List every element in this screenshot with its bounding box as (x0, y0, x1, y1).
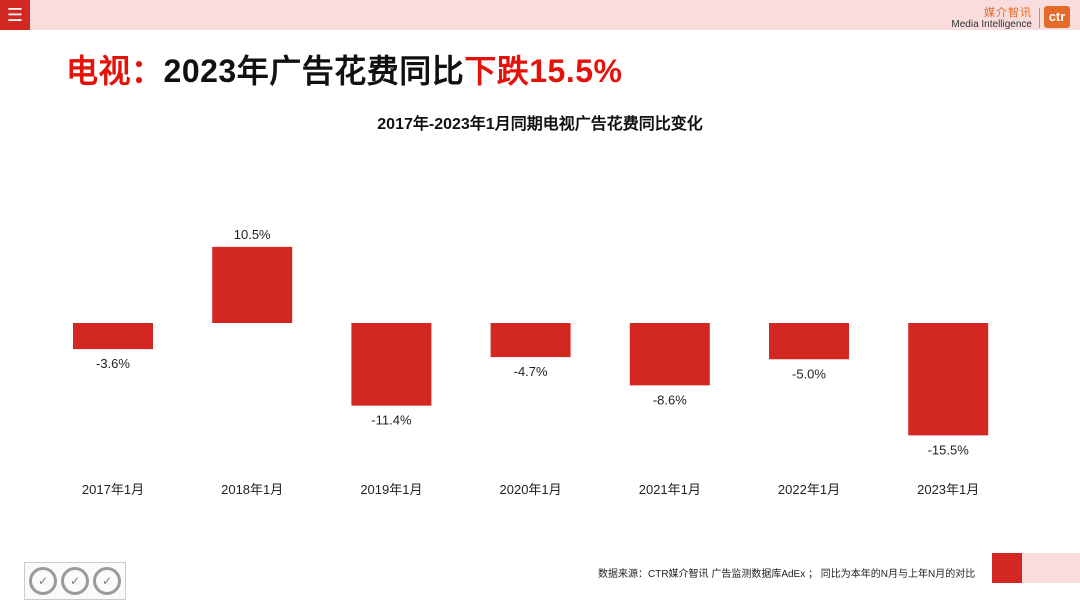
sgs-badge-icon: ✓ (93, 567, 121, 595)
brand-text: 媒介智讯 Media Intelligence (951, 7, 1032, 30)
category-label: 2019年1月 (360, 482, 422, 497)
hamburger-menu-icon[interactable]: ☰ (0, 0, 30, 30)
bar-2018年1月 (212, 246, 293, 323)
page-title: 电视：2023年广告花费同比下跌15.5% (66, 46, 622, 92)
footer-accent-block (992, 553, 1022, 583)
data-label: -5.0% (792, 366, 826, 381)
data-label: -4.7% (514, 364, 548, 379)
category-label: 2020年1月 (500, 482, 562, 497)
brand-cn: 媒介智讯 (984, 7, 1032, 19)
ctr-logo: ctr (1044, 6, 1070, 28)
data-label: -15.5% (928, 442, 970, 457)
brand-divider (1039, 8, 1040, 28)
bar-chart: -3.6% 2017年1月 10.5% 2018年1月 -11.4% 2019年1月 -4.… (73, 227, 989, 497)
bar-2017年1月 (73, 323, 153, 350)
bar-2021年1月 (629, 323, 710, 386)
category-label: 2021年1月 (639, 482, 701, 497)
category-label: 2017年1月 (82, 482, 144, 497)
category-label: 2023年1月 (917, 482, 979, 497)
data-label: -8.6% (653, 392, 687, 407)
bar-2023年1月 (908, 323, 989, 436)
bar-2020年1月 (490, 323, 571, 358)
bar-2019年1月 (351, 323, 432, 406)
category-label: 2022年1月 (778, 482, 840, 497)
footer-pink-block (1022, 553, 1080, 583)
data-label: -11.4% (371, 413, 412, 428)
data-label: 10.5% (234, 227, 271, 242)
bar-2022年1月 (769, 323, 849, 360)
chart-title: 2017年-2023年1月同期电视广告花费同比变化 (377, 116, 703, 133)
headline-prefix: 电视： (66, 53, 164, 89)
sgs-badge-icon: ✓ (61, 567, 89, 595)
top-bar (0, 0, 1080, 30)
category-label: 2018年1月 (221, 482, 283, 497)
sgs-badge-icon: ✓ (29, 567, 57, 595)
certification-badges: ✓ ✓ ✓ (24, 562, 126, 600)
headline-body: 2023年广告花费同比 (163, 53, 465, 89)
data-source-note: 数据来源：CTR媒介智讯 广告监测数据库AdEx ； 同比为本年的N月与上年N月… (598, 569, 976, 580)
brand-en: Media Intelligence (951, 18, 1032, 30)
data-label: -3.6% (96, 356, 130, 371)
headline-highlight: 下跌15.5% (464, 53, 623, 89)
